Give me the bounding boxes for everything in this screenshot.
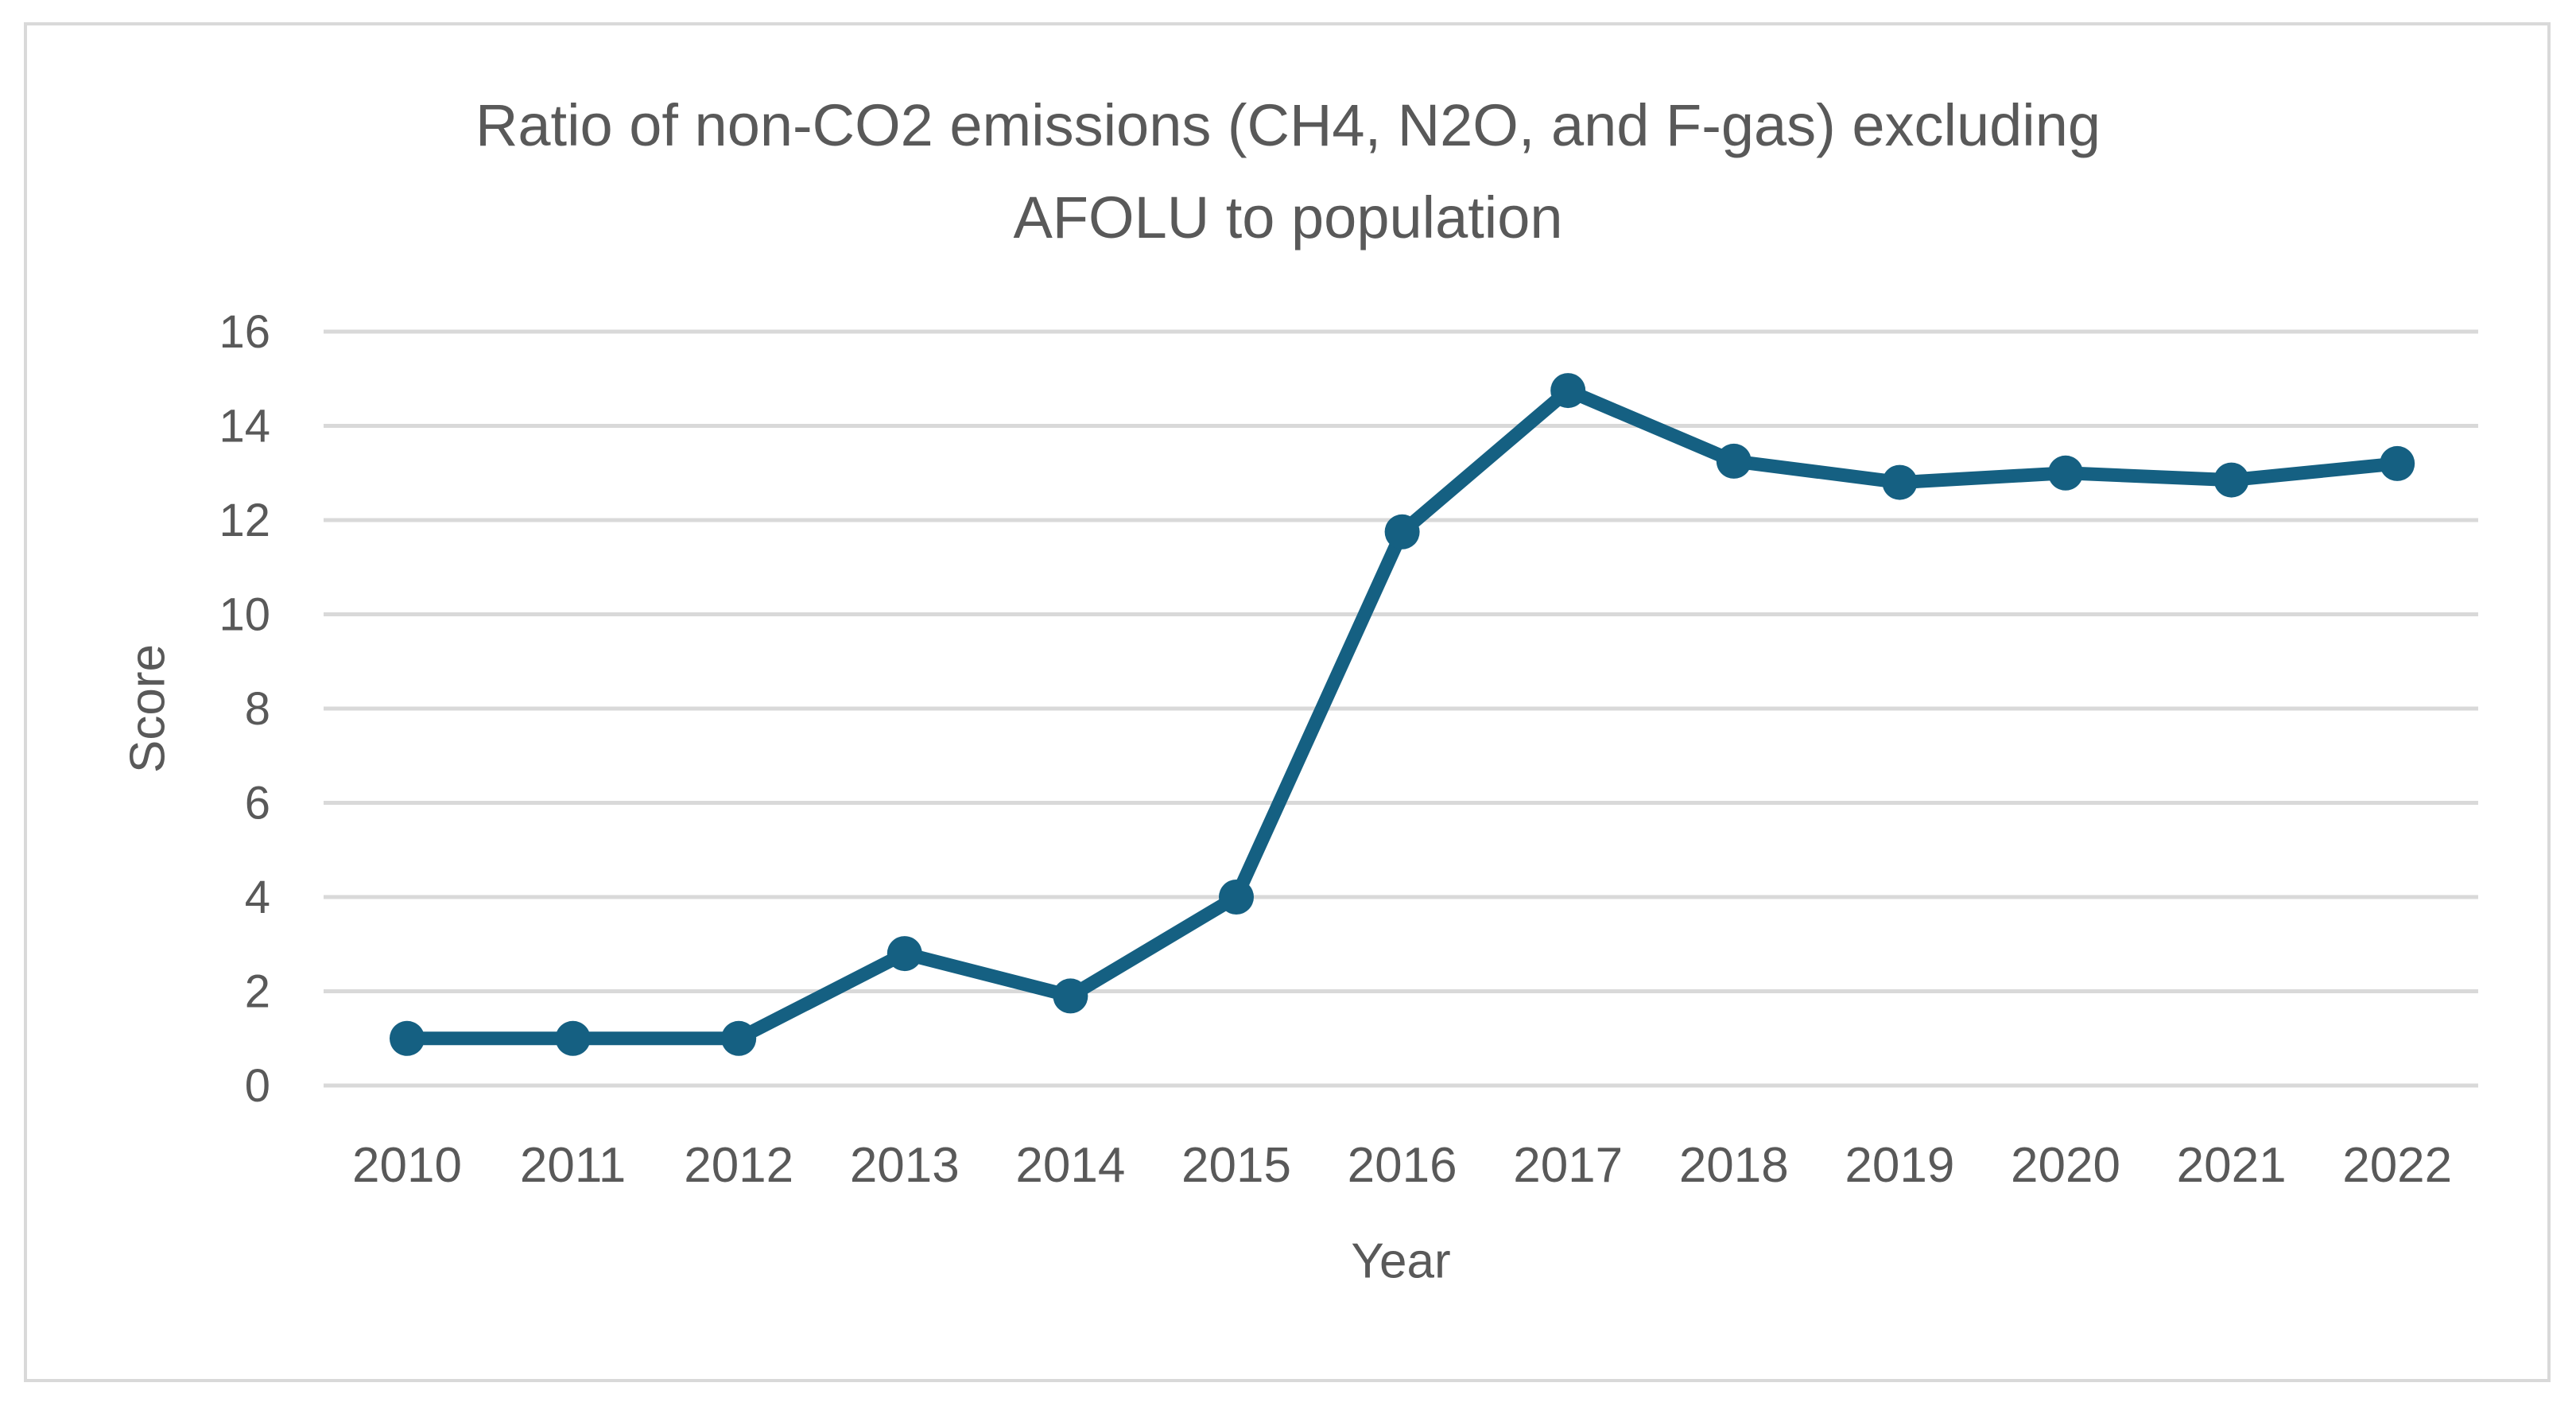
y-tick-label-16: 16	[219, 306, 270, 358]
y-tick-label-0: 0	[245, 1060, 270, 1112]
y-tick-label-10: 10	[219, 589, 270, 641]
x-axis-title: Year	[1351, 1233, 1451, 1289]
data-point-2016	[1384, 514, 1420, 550]
x-tick-label-2010: 2010	[352, 1138, 462, 1193]
x-tick-label-2013: 2013	[850, 1138, 960, 1193]
y-tick-label-8: 8	[245, 683, 270, 735]
y-tick-label-12: 12	[219, 495, 270, 546]
chart-title-line-1: Ratio of non-CO2 emissions (CH4, N2O, an…	[475, 92, 2101, 158]
data-point-2021	[2213, 462, 2249, 498]
data-point-2010	[390, 1020, 425, 1056]
x-tick-label-2019: 2019	[1845, 1138, 1954, 1193]
data-point-2015	[1219, 880, 1254, 915]
data-point-2011	[555, 1020, 591, 1056]
x-tick-label-2012: 2012	[684, 1138, 793, 1193]
x-tick-label-2014: 2014	[1015, 1138, 1125, 1193]
chart-title: Ratio of non-CO2 emissions (CH4, N2O, an…	[0, 80, 2576, 264]
data-point-2013	[886, 936, 922, 972]
data-point-2014	[1053, 978, 1088, 1014]
x-tick-label-2018: 2018	[1679, 1138, 1789, 1193]
y-tick-label-6: 6	[245, 778, 270, 829]
x-tick-label-2021: 2021	[2177, 1138, 2287, 1193]
x-tick-label-2016: 2016	[1348, 1138, 1457, 1193]
data-point-2017	[1550, 373, 1586, 409]
y-tick-label-4: 4	[245, 872, 270, 923]
y-tick-label-14: 14	[219, 401, 270, 452]
x-tick-label-2015: 2015	[1181, 1138, 1291, 1193]
x-tick-label-2020: 2020	[2011, 1138, 2120, 1193]
data-point-2019	[1882, 464, 1918, 500]
y-tick-label-2: 2	[245, 966, 270, 1018]
data-point-2022	[2380, 445, 2415, 481]
x-tick-label-2011: 2011	[520, 1138, 626, 1193]
x-tick-label-2022: 2022	[2342, 1138, 2452, 1193]
x-tick-label-2017: 2017	[1513, 1138, 1623, 1193]
data-point-2020	[2048, 455, 2083, 491]
series-line-score	[400, 383, 2404, 1046]
data-point-2018	[1716, 443, 1752, 479]
chart-title-line-2: AFOLU to population	[1013, 184, 1563, 251]
data-point-2012	[721, 1020, 757, 1056]
chart-frame	[24, 22, 2551, 1382]
